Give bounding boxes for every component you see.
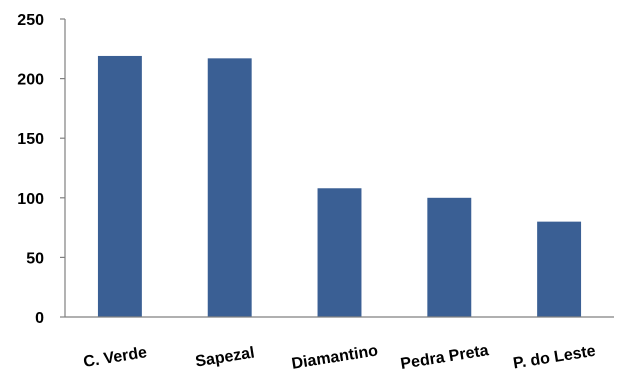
bar-p-do-leste xyxy=(537,221,582,317)
x-category-label: Diamantino xyxy=(290,342,379,372)
x-category-label: C. Verde xyxy=(82,344,148,371)
y-tick-label: 150 xyxy=(17,131,44,148)
x-category-label: Pedra Preta xyxy=(399,342,490,373)
x-category-label: P. do Leste xyxy=(512,343,597,373)
x-axis-labels: C. Verde Sapezal Diamantino Pedra Preta P. d… xyxy=(82,342,597,373)
bars xyxy=(97,55,582,318)
y-tick-label: 0 xyxy=(35,310,44,327)
bar-diamantino xyxy=(317,188,362,317)
x-category-label: Sapezal xyxy=(194,344,256,370)
bar-sapezal xyxy=(207,58,252,317)
y-tick-label: 200 xyxy=(17,72,44,89)
bar-pedra-preta xyxy=(427,197,472,317)
bar-c-verde xyxy=(97,55,142,318)
y-tick-label: 250 xyxy=(17,12,44,29)
y-tick-label: 100 xyxy=(17,191,44,208)
y-axis-ticks: 0 50 100 150 200 250 xyxy=(17,12,65,327)
y-tick-label: 50 xyxy=(26,250,44,267)
